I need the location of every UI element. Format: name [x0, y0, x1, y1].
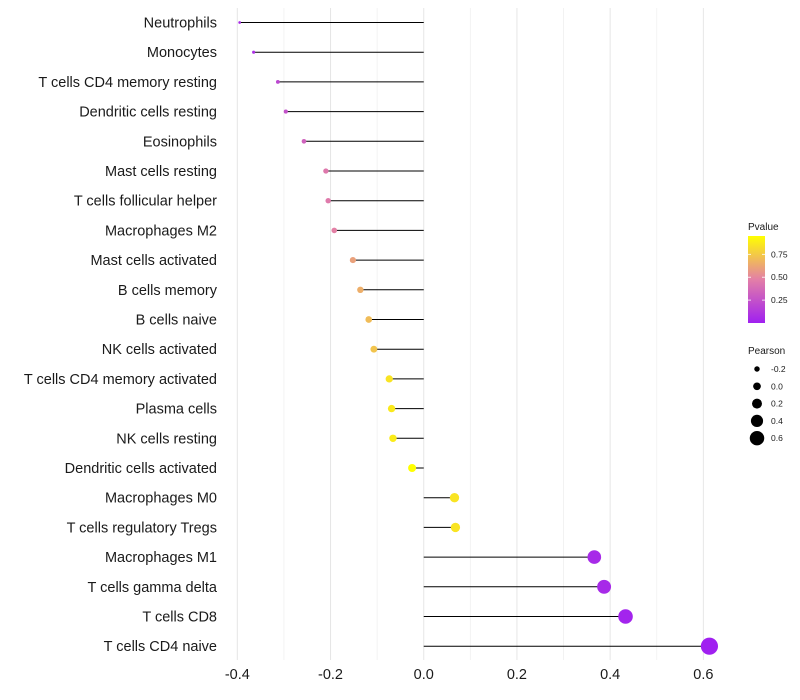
pearson-legend-swatch — [749, 430, 765, 446]
pearson-legend-label: -0.2 — [771, 364, 786, 374]
data-point — [283, 109, 288, 114]
pearson-legend-label: 0.0 — [771, 381, 783, 391]
pearson-legend-swatch — [752, 398, 762, 409]
category-label: Macrophages M0 — [105, 491, 217, 507]
category-label: Macrophages M2 — [105, 223, 217, 239]
category-label: Dendritic cells activated — [65, 461, 217, 477]
data-point — [331, 227, 338, 234]
grid — [236, 8, 704, 660]
data-point — [449, 493, 460, 503]
data-point — [349, 257, 356, 264]
category-label: B cells naive — [136, 313, 217, 329]
data-point — [252, 50, 256, 54]
data-point — [385, 375, 393, 383]
x-tick-label: 0.6 — [693, 667, 713, 683]
category-labels: Neutrophils Monocytes T cells CD4 memory r… — [24, 16, 218, 656]
category-label: NK cells resting — [116, 431, 217, 447]
category-label: T cells CD4 naive — [104, 639, 217, 655]
stems — [239, 22, 710, 647]
data-point — [618, 609, 633, 624]
category-label: T cells follicular helper — [74, 194, 217, 210]
data-point — [389, 434, 397, 443]
data-point — [325, 197, 331, 204]
points — [238, 21, 719, 655]
data-point — [450, 522, 461, 533]
data-point — [301, 138, 307, 144]
pearson-legend-swatch — [754, 366, 760, 372]
pvalue-legend-title: Pvalue — [748, 222, 779, 233]
pvalue-colorbar — [748, 236, 765, 323]
category-label: Monocytes — [147, 45, 217, 61]
data-point — [357, 286, 364, 294]
data-point — [323, 168, 329, 174]
x-axis-ticks: -0.4 -0.2 0.0 0.2 0.4 0.6 — [225, 667, 714, 683]
x-tick-label: 0.0 — [414, 667, 434, 683]
data-point — [365, 316, 373, 323]
x-tick-label: -0.2 — [318, 667, 343, 683]
data-point — [370, 345, 378, 353]
data-point — [275, 79, 280, 84]
category-label: Macrophages M1 — [105, 550, 217, 566]
pvalue-legend-label: 0.25 — [771, 295, 788, 305]
x-tick-label: 0.4 — [600, 667, 620, 683]
pearson-legend-label: 0.6 — [771, 433, 783, 443]
data-point — [238, 21, 241, 24]
category-label: T cells gamma delta — [88, 580, 218, 596]
data-point — [387, 404, 396, 413]
category-label: Eosinophils — [143, 134, 217, 150]
data-point — [408, 464, 417, 472]
category-label: T cells CD4 memory resting — [38, 75, 217, 91]
pearson-legend-swatch — [753, 382, 761, 391]
category-label: Neutrophils — [144, 16, 217, 32]
category-label: Mast cells resting — [105, 164, 217, 180]
category-label: Plasma cells — [136, 402, 217, 418]
category-label: B cells memory — [118, 283, 218, 299]
legend: Pvalue 0.25 0.50 0.75 Pearson -0.2 0.0 0.2 0.4 0.… — [748, 222, 788, 446]
category-label: T cells CD8 — [142, 610, 217, 626]
pearson-legend-label: 0.2 — [771, 399, 783, 409]
category-label: T cells CD4 memory activated — [24, 372, 217, 388]
pvalue-legend-label: 0.75 — [771, 249, 788, 259]
category-label: NK cells activated — [102, 342, 217, 358]
category-label: T cells regulatory Tregs — [67, 520, 217, 536]
data-point — [597, 579, 612, 594]
pearson-legend-label: 0.4 — [771, 416, 783, 426]
pearson-legend-title: Pearson — [748, 346, 785, 357]
category-label: Mast cells activated — [90, 253, 217, 269]
category-label: Dendritic cells resting — [79, 105, 217, 121]
pearson-legend-swatch — [750, 414, 764, 428]
x-tick-label: -0.4 — [225, 667, 250, 683]
data-point — [700, 637, 719, 655]
data-point — [587, 550, 602, 564]
x-tick-label: 0.2 — [507, 667, 527, 683]
pvalue-legend-label: 0.50 — [771, 272, 788, 282]
